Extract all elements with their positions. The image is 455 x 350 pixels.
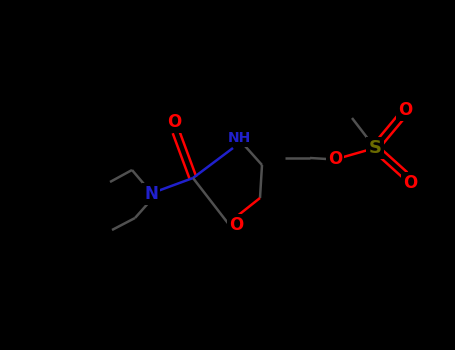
- Text: O: O: [167, 113, 181, 131]
- Text: NH: NH: [228, 131, 251, 145]
- Text: N: N: [144, 185, 158, 203]
- Text: O: O: [398, 101, 412, 119]
- Text: S: S: [369, 139, 381, 157]
- Text: O: O: [229, 216, 243, 234]
- Text: O: O: [403, 174, 417, 192]
- Text: O: O: [328, 150, 342, 168]
